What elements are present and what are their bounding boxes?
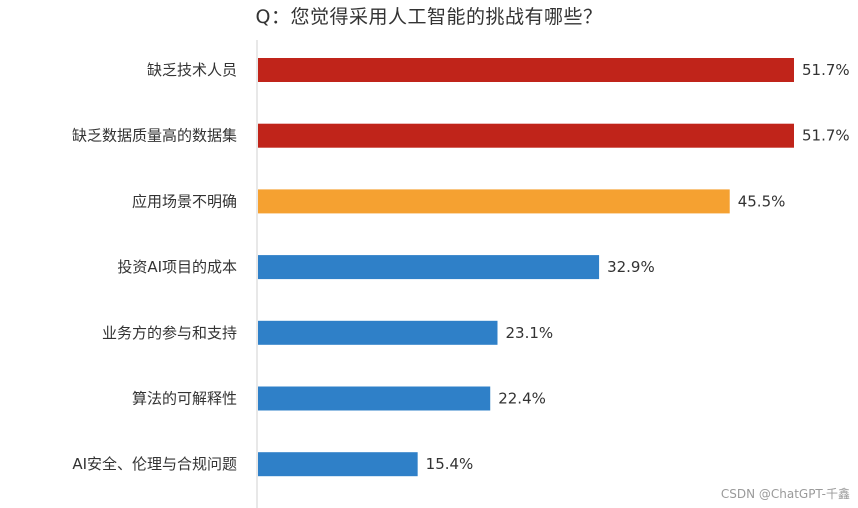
category-label: 投资AI项目的成本 bbox=[117, 258, 237, 276]
category-label: 缺乏技术人员 bbox=[147, 61, 237, 79]
category-label: 业务方的参与和支持 bbox=[102, 324, 237, 342]
chart-title: Q：您觉得采用人工智能的挑战有哪些？ bbox=[255, 6, 603, 28]
category-label: 算法的可解释性 bbox=[132, 390, 237, 408]
bar bbox=[258, 255, 600, 280]
value-label: 51.7% bbox=[802, 127, 850, 145]
watermark: CSDN @ChatGPT-千鑫 bbox=[720, 487, 850, 501]
category-label: 应用场景不明确 bbox=[132, 192, 237, 210]
bar bbox=[258, 123, 794, 148]
bar bbox=[258, 452, 418, 477]
bar bbox=[258, 386, 491, 411]
bar bbox=[258, 58, 794, 82]
value-label: 45.5% bbox=[738, 192, 786, 210]
value-label: 32.9% bbox=[607, 258, 655, 276]
value-label: 22.4% bbox=[498, 390, 546, 408]
bar bbox=[258, 320, 498, 345]
category-label: AI安全、伦理与合规问题 bbox=[72, 455, 237, 473]
bar bbox=[258, 189, 730, 214]
value-label: 51.7% bbox=[802, 61, 850, 79]
value-label: 15.4% bbox=[426, 455, 474, 473]
category-label: 缺乏数据质量高的数据集 bbox=[72, 127, 237, 145]
value-label: 23.1% bbox=[505, 324, 553, 342]
